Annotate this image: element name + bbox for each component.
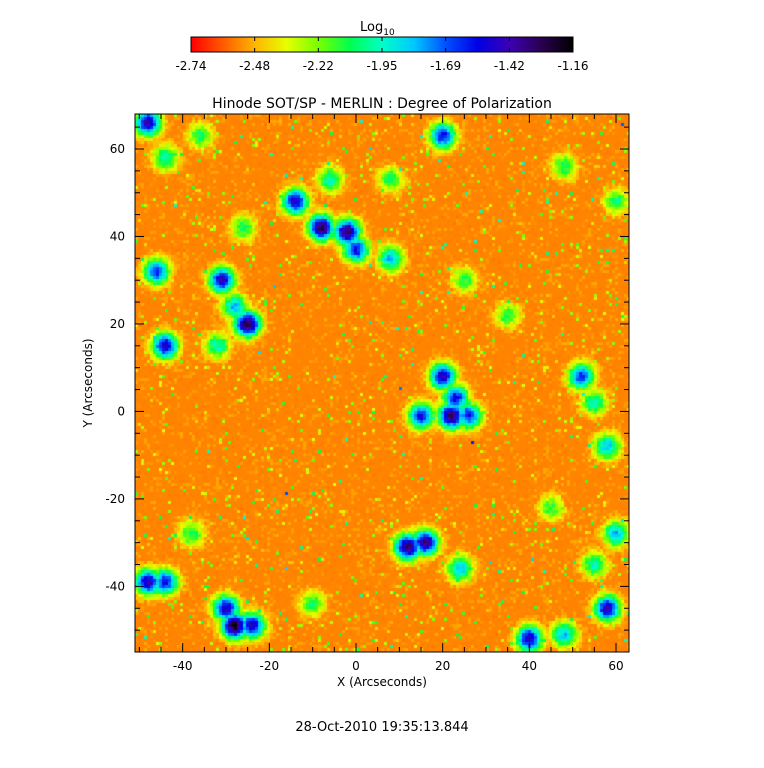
y-axis-label: Y (Arcseconds) bbox=[81, 338, 95, 428]
y-tick-label: -40 bbox=[105, 579, 125, 593]
heatmap-image bbox=[135, 114, 629, 652]
colorbar-ticks: -2.74 -2.48 -2.22 -1.95 -1.69 -1.42 -1.16 bbox=[175, 37, 589, 73]
x-axis: -40 -20 0 20 40 60 bbox=[138, 114, 624, 673]
y-tick-label: 0 bbox=[117, 404, 125, 418]
colorbar-tick-label: -2.22 bbox=[303, 59, 334, 73]
plot-frame bbox=[134, 113, 630, 653]
y-axis: -40 -20 0 20 40 60 bbox=[105, 126, 629, 653]
colorbar-label: Log10 bbox=[360, 20, 395, 38]
colorbar: Log10 -2.74 -2.48 -2.22 -1.95 -1.69 -1.42 -1.1… bbox=[175, 20, 588, 73]
y-tick-label: -20 bbox=[105, 492, 125, 506]
x-tick-label: 0 bbox=[352, 659, 360, 673]
colorbar-tick-label: -1.42 bbox=[494, 59, 525, 73]
y-tick-label: 40 bbox=[110, 229, 125, 243]
x-tick-label: 60 bbox=[608, 659, 623, 673]
colorbar-tick-label: -1.69 bbox=[430, 59, 461, 73]
x-tick-label: 40 bbox=[522, 659, 537, 673]
y-tick-label: 60 bbox=[110, 142, 125, 156]
x-axis-label: X (Arcseconds) bbox=[337, 675, 427, 689]
colorbar-tick-label: -2.48 bbox=[239, 59, 270, 73]
chart-title: Hinode SOT/SP - MERLIN : Degree of Polar… bbox=[212, 96, 552, 112]
x-tick-label: -20 bbox=[260, 659, 280, 673]
polarization-map bbox=[135, 114, 629, 652]
x-tick-label: 20 bbox=[435, 659, 450, 673]
x-tick-label: -40 bbox=[173, 659, 193, 673]
colorbar-tick-label: -2.74 bbox=[175, 59, 206, 73]
colorbar-tick-label: -1.16 bbox=[557, 59, 588, 73]
timestamp: 28-Oct-2010 19:35:13.844 bbox=[295, 720, 468, 735]
colorbar-tick-label: -1.95 bbox=[366, 59, 397, 73]
y-tick-label: 20 bbox=[110, 317, 125, 331]
